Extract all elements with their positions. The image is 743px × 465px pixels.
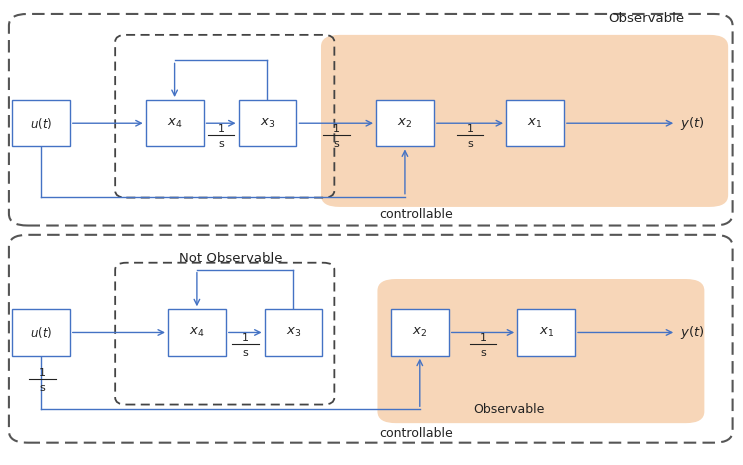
Text: 1: 1 — [39, 368, 46, 378]
Text: 1: 1 — [333, 124, 340, 134]
Text: Not Observable: Not Observable — [178, 252, 282, 265]
Text: s: s — [242, 348, 248, 359]
FancyBboxPatch shape — [168, 309, 226, 356]
Text: Observable: Observable — [609, 12, 684, 25]
Text: $y(t)$: $y(t)$ — [680, 115, 704, 132]
Text: controllable: controllable — [379, 208, 453, 221]
Text: 1: 1 — [218, 124, 224, 134]
Text: 1: 1 — [241, 333, 249, 343]
Text: $x_4$: $x_4$ — [167, 117, 182, 130]
Text: $x_3$: $x_3$ — [286, 326, 301, 339]
FancyBboxPatch shape — [391, 309, 449, 356]
FancyBboxPatch shape — [506, 100, 564, 146]
FancyBboxPatch shape — [376, 100, 434, 146]
FancyBboxPatch shape — [265, 309, 322, 356]
Text: $x_1$: $x_1$ — [528, 117, 542, 130]
Text: $x_3$: $x_3$ — [260, 117, 275, 130]
FancyBboxPatch shape — [377, 279, 704, 423]
FancyBboxPatch shape — [321, 35, 728, 207]
Text: $x_1$: $x_1$ — [539, 326, 554, 339]
FancyBboxPatch shape — [146, 100, 204, 146]
Text: s: s — [480, 348, 486, 359]
Text: $u(t)$: $u(t)$ — [30, 116, 52, 131]
Text: controllable: controllable — [379, 427, 453, 440]
Text: $x_2$: $x_2$ — [398, 117, 412, 130]
FancyBboxPatch shape — [239, 100, 296, 146]
FancyBboxPatch shape — [12, 309, 70, 356]
Text: s: s — [39, 383, 45, 393]
Text: $x_2$: $x_2$ — [412, 326, 427, 339]
Text: s: s — [334, 139, 339, 149]
Text: $u(t)$: $u(t)$ — [30, 325, 52, 340]
FancyBboxPatch shape — [517, 309, 575, 356]
Text: s: s — [467, 139, 473, 149]
Text: $y(t)$: $y(t)$ — [680, 324, 704, 341]
Text: s: s — [218, 139, 224, 149]
Text: 1: 1 — [479, 333, 487, 343]
Text: Observable: Observable — [473, 403, 545, 416]
Text: 1: 1 — [467, 124, 473, 134]
FancyBboxPatch shape — [12, 100, 70, 146]
Text: $x_4$: $x_4$ — [189, 326, 204, 339]
